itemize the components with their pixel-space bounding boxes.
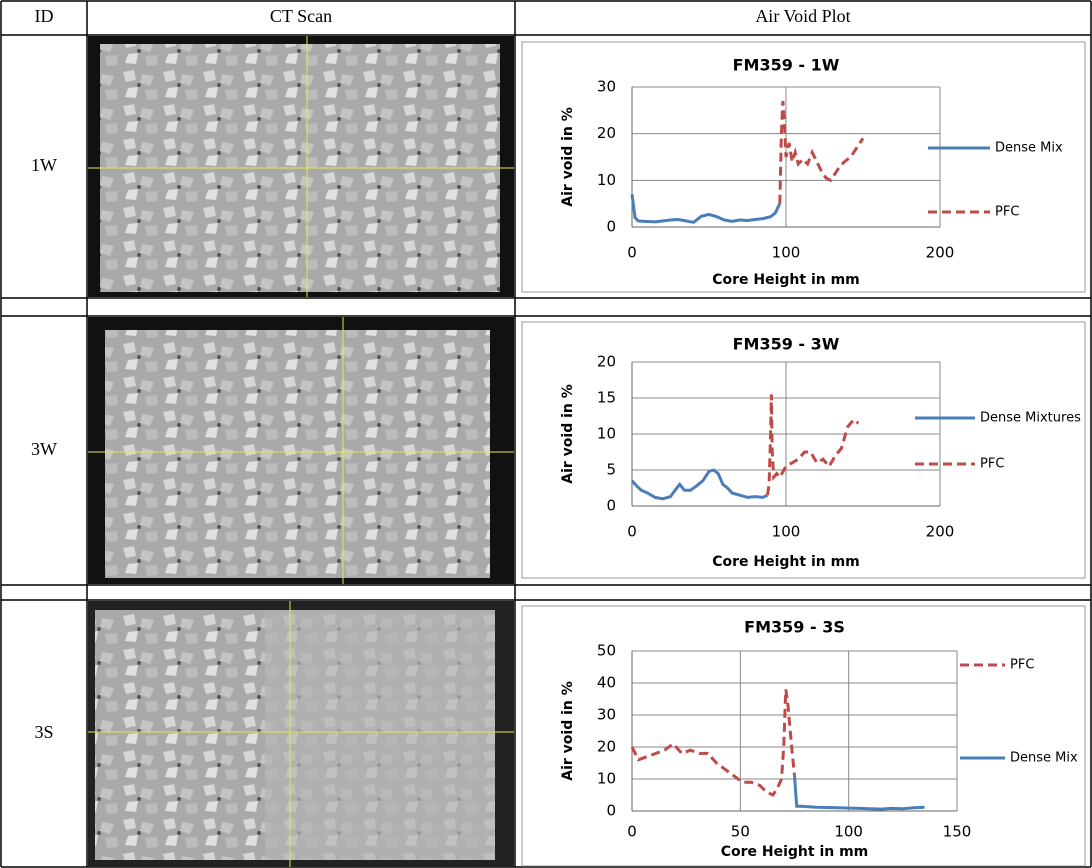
chart-title: FM359 - 3W <box>733 335 840 354</box>
ct-scan <box>88 317 514 584</box>
legend-label: Dense Mixtures <box>980 411 1081 426</box>
y-tick-label: 40 <box>597 674 616 692</box>
x-tick-label: 50 <box>731 823 750 841</box>
data-line <box>778 100 865 204</box>
header-cell: Air Void Plot <box>755 6 850 26</box>
header-cell: ID <box>35 6 54 26</box>
legend-label: PFC <box>995 205 1019 220</box>
y-axis-title: Air void in % <box>560 384 576 484</box>
row-id: 3W <box>31 439 57 459</box>
y-axis-title: Air void in % <box>560 107 576 207</box>
y-tick-label: 10 <box>597 770 616 788</box>
ct-scan <box>88 601 514 867</box>
y-axis-title: Air void in % <box>560 681 576 781</box>
y-tick-label: 10 <box>597 171 616 189</box>
y-tick-label: 0 <box>606 218 616 236</box>
legend-label: PFC <box>1010 658 1034 673</box>
row-id: 1W <box>31 155 57 175</box>
y-tick-label: 20 <box>597 124 616 142</box>
x-axis-title: Core Height in mm <box>712 554 860 570</box>
y-tick-label: 10 <box>597 425 616 443</box>
y-tick-label: 20 <box>597 738 616 756</box>
x-tick-label: 100 <box>772 244 801 262</box>
data-line <box>630 468 769 501</box>
row-id: 3S <box>34 722 53 742</box>
y-tick-label: 30 <box>597 78 616 96</box>
x-axis-title: Core Height in mm <box>712 272 860 288</box>
data-line <box>630 689 796 797</box>
header-cell: CT Scan <box>270 6 332 26</box>
x-tick-label: 200 <box>926 523 955 541</box>
x-axis-title: Core Height in mm <box>721 844 869 860</box>
chart-title: FM359 - 3S <box>744 618 845 637</box>
y-tick-label: 30 <box>597 706 616 724</box>
x-tick-label: 0 <box>627 523 637 541</box>
legend-label: Dense Mix <box>1010 751 1078 766</box>
x-tick-label: 100 <box>772 523 801 541</box>
x-tick-label: 0 <box>627 823 637 841</box>
legend-label: Dense Mix <box>995 141 1063 156</box>
chart-title: FM359 - 1W <box>733 56 840 75</box>
x-tick-label: 100 <box>834 823 863 841</box>
x-tick-label: 200 <box>926 244 955 262</box>
chart-frame <box>521 41 1086 293</box>
y-tick-label: 0 <box>606 497 616 515</box>
chart-frame <box>521 321 1086 579</box>
y-tick-label: 15 <box>597 389 616 407</box>
data-line <box>766 394 860 496</box>
legend-label: PFC <box>980 457 1004 472</box>
y-tick-label: 5 <box>606 461 616 479</box>
x-tick-label: 0 <box>627 244 637 262</box>
chart-frame <box>521 605 1086 867</box>
data-line <box>793 775 925 811</box>
x-tick-label: 150 <box>943 823 972 841</box>
y-tick-label: 0 <box>606 802 616 820</box>
ct-scan <box>88 36 514 297</box>
data-line <box>630 194 782 224</box>
y-tick-label: 50 <box>597 642 616 660</box>
y-tick-label: 20 <box>597 353 616 371</box>
